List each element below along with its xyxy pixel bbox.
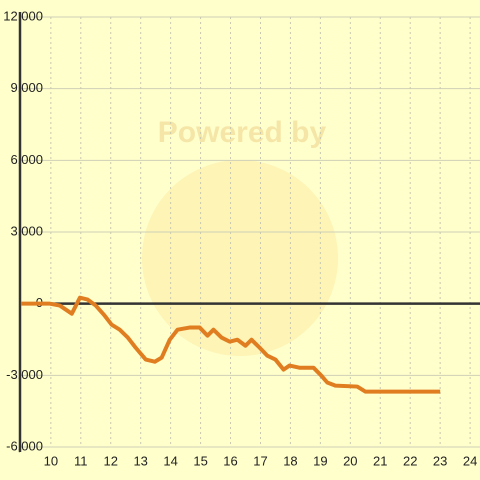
x-tick-label: 13	[133, 453, 147, 468]
x-tick-label: 11	[74, 453, 88, 468]
y-tick-label: 3,000	[10, 223, 43, 238]
x-tick-label: 23	[433, 453, 447, 468]
x-tick-label: 17	[253, 453, 267, 468]
y-tick-label: 9,000	[10, 80, 43, 95]
y-tick-label: -6,000	[6, 438, 43, 453]
y-tick-label: 6,000	[10, 152, 43, 167]
x-tick-label: 19	[313, 453, 327, 468]
x-tick-label: 24	[463, 453, 477, 468]
watermark: Powered by	[158, 116, 327, 149]
x-tick-label: 12	[104, 453, 118, 468]
x-tick-label: 22	[403, 453, 417, 468]
x-tick-label: 21	[373, 453, 387, 468]
x-tick-label: 16	[223, 453, 237, 468]
y-tick-label: 12,000	[3, 8, 43, 23]
x-tick-label: 18	[283, 453, 297, 468]
x-tick-label: 15	[193, 453, 207, 468]
x-tick-label: 20	[343, 453, 357, 468]
x-tick-label: 10	[44, 453, 58, 468]
y-tick-label: -3,000	[6, 367, 43, 382]
data-line	[20, 295, 441, 394]
watermark-logo	[142, 160, 338, 356]
x-tick-label: 14	[163, 453, 177, 468]
